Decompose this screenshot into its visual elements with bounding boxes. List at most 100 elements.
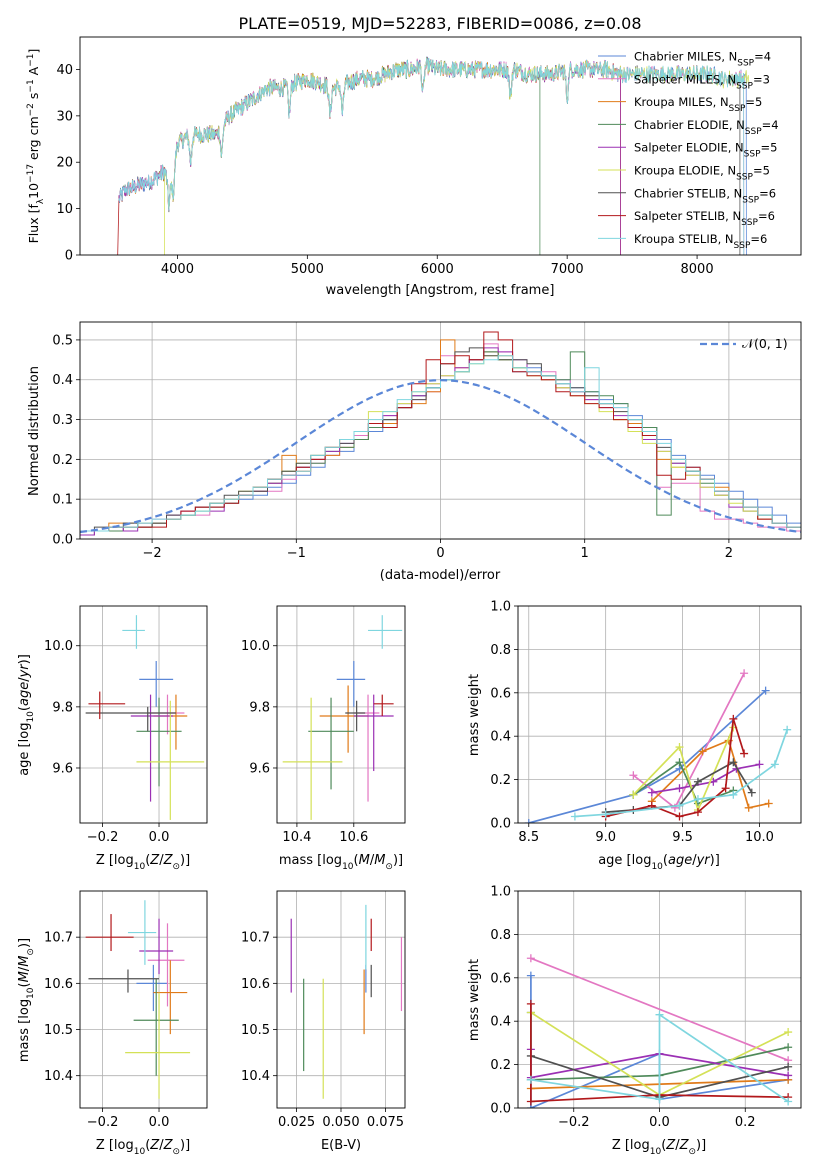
label-part: =6 bbox=[750, 232, 767, 246]
y-tick-label: 0.3 bbox=[52, 413, 73, 428]
y-tick-label: 0.8 bbox=[490, 928, 511, 943]
x-tick-label: 9.5 bbox=[672, 830, 693, 845]
label-part: SSP bbox=[742, 195, 759, 205]
label-part: )] bbox=[393, 853, 403, 868]
label-part: −1 bbox=[26, 79, 36, 92]
x-tick-label: 0.0 bbox=[149, 830, 170, 845]
series-marker-0 bbox=[524, 819, 533, 823]
label-part: Z bbox=[679, 1138, 690, 1153]
x-tick-label: 6000 bbox=[421, 262, 454, 277]
label-part: Chabrier STELIB, N bbox=[634, 186, 742, 200]
histogram-step-8 bbox=[80, 355, 801, 532]
legend-entry: Chabrier STELIB, NSSP=6 bbox=[634, 186, 776, 205]
label-part: / bbox=[159, 1138, 164, 1153]
legend-entry: Kroupa STELIB, NSSP=6 bbox=[634, 232, 767, 251]
label-part: ( bbox=[661, 1138, 666, 1153]
mass-vs-extinction-panel: 0.025 0.050 0.075 10.4 10.5 10.6 10.7 E(B-V) bbox=[241, 890, 406, 1153]
y-tick-label: 9.6 bbox=[52, 761, 73, 776]
series-marker-8 bbox=[729, 790, 738, 799]
x-tick-label: 0.0 bbox=[649, 1115, 670, 1130]
label-part: SSP bbox=[734, 241, 751, 251]
y-tick-label: 10.5 bbox=[241, 1023, 270, 1038]
legend-entry: Salpeter STELIB, NSSP=6 bbox=[634, 209, 775, 228]
x-tick-label: 0.050 bbox=[322, 1115, 359, 1130]
y-tick-label: 0.2 bbox=[52, 453, 73, 468]
legend-entry: Kroupa ELODIE, NSSP=5 bbox=[634, 164, 770, 183]
label-part: mass [log bbox=[17, 999, 32, 1062]
spectrum-line-8 bbox=[118, 57, 745, 255]
x-tick-label: 1 bbox=[581, 546, 589, 561]
label-part: / bbox=[370, 853, 375, 868]
y-axis-label: Flux [fλ10−17 erg cm−2 s−1 A−1] bbox=[26, 49, 46, 244]
label-part: ( bbox=[145, 853, 150, 868]
label-part: Flux [f bbox=[26, 204, 41, 244]
label-part: 10 bbox=[26, 987, 36, 999]
series-marker-4 bbox=[784, 1071, 793, 1080]
label-part: λ bbox=[36, 198, 46, 204]
label-part: =6 bbox=[759, 186, 776, 200]
series-marker-6 bbox=[784, 1062, 793, 1071]
label-part: / bbox=[692, 853, 697, 868]
mass-weight-vs-age-panel: 8.5 9.0 9.5 10.0 0.0 0.2 0.4 0.6 0.8 1.0 age [log1… bbox=[467, 600, 802, 872]
label-part: yr bbox=[17, 663, 32, 679]
series-marker-7 bbox=[693, 808, 702, 817]
series-marker-0 bbox=[526, 971, 535, 980]
series-marker-5 bbox=[675, 743, 684, 752]
series-marker-3 bbox=[784, 1043, 793, 1052]
normal-reference-curve bbox=[80, 379, 801, 534]
x-tick-label: 10.4 bbox=[282, 830, 311, 845]
y-axis-label: age [log10(age/yr)] bbox=[17, 654, 36, 776]
label-part: Z [log bbox=[96, 853, 134, 868]
label-part: M bbox=[359, 853, 370, 868]
y-tick-label: 0.2 bbox=[490, 1058, 511, 1073]
x-axis-label: mass [log10(M/M⊙)] bbox=[279, 853, 403, 872]
grid-lines bbox=[80, 606, 207, 823]
mass-vs-metallicity-panel: −0.2 0.010.410.510.610.7Z [log10(Z/Z⊙)]ma… bbox=[17, 890, 208, 1157]
label-part: 10 bbox=[134, 862, 146, 872]
plot-area bbox=[282, 615, 403, 820]
label-part: =4 bbox=[754, 50, 771, 64]
series-marker-7 bbox=[729, 714, 738, 723]
y-tick-label: 0.8 bbox=[490, 643, 511, 658]
label-part: / bbox=[17, 677, 32, 682]
label-part: =6 bbox=[758, 209, 775, 223]
y-tick-label: 0.4 bbox=[490, 730, 511, 745]
series-marker-8 bbox=[526, 1075, 535, 1084]
series-line-1 bbox=[530, 957, 789, 1062]
series-line-7 bbox=[530, 1003, 789, 1103]
label-part: Z bbox=[665, 1138, 676, 1153]
label-part: ( bbox=[17, 982, 32, 987]
series-marker-6 bbox=[693, 777, 702, 786]
x-tick-label: −0.2 bbox=[87, 1115, 119, 1130]
label-part: −2 bbox=[26, 103, 36, 116]
series-marker-7 bbox=[675, 812, 684, 821]
series-marker-2 bbox=[764, 799, 773, 808]
label-part: 10 bbox=[26, 711, 36, 723]
axes-frame bbox=[79, 890, 208, 1109]
x-tick-label: 0 bbox=[436, 546, 444, 561]
x-tick-label: −0.2 bbox=[87, 830, 119, 845]
y-tick-label: 0.5 bbox=[52, 333, 73, 348]
y-tick-label: 20 bbox=[56, 156, 73, 171]
y-tick-label: 9.8 bbox=[52, 700, 73, 715]
y-tick-label: 0.4 bbox=[490, 1015, 511, 1030]
label-part: age bbox=[668, 853, 692, 868]
label-part: ] bbox=[26, 49, 41, 54]
y-tick-label: 10 bbox=[56, 202, 73, 217]
series-marker-8 bbox=[570, 812, 579, 821]
x-tick-label: 0.0 bbox=[149, 1115, 170, 1130]
y-tick-label: 1.0 bbox=[490, 885, 511, 900]
label-part: Z bbox=[149, 1138, 160, 1153]
x-axis-label: wavelength [Angstrom, rest frame] bbox=[326, 283, 555, 298]
y-axis-label: Normed distribution bbox=[27, 366, 42, 496]
y-tick-label: 10.7 bbox=[44, 931, 73, 946]
mass-weight-vs-metallicity-panel: −0.2 0.0 0.20.00.20.40.60.81.0Z [log10(Z/Z… bbox=[467, 885, 802, 1157]
axes-frame bbox=[517, 605, 802, 824]
label-part: Z [log bbox=[612, 1138, 650, 1153]
x-tick-label: 8.5 bbox=[518, 830, 539, 845]
label-part: ⊙ bbox=[385, 862, 393, 872]
label-part: s bbox=[26, 93, 41, 104]
series-marker-1 bbox=[526, 954, 535, 963]
series-marker-7 bbox=[721, 784, 730, 793]
spectrum-line-0 bbox=[118, 56, 747, 255]
